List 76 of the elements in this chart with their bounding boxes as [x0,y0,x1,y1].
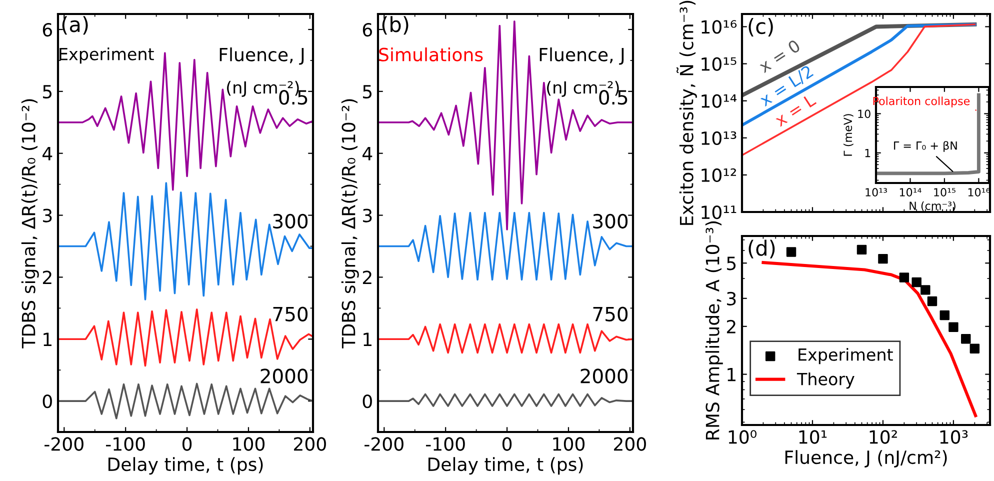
x-tick-label: 200 [294,437,326,451]
x-tick-label: -100 [106,437,145,451]
annotation: Γ = Γ₀ + βN [894,141,957,152]
y-tick-label: 10¹⁵ [702,57,736,71]
line-series [378,393,633,407]
y-tick-label: 6 [42,22,52,37]
x-tick-label: 200 [614,437,646,451]
y-tick-label: 2 [42,270,52,284]
x-tick-label: 100 [553,437,585,451]
y-tick-label: 1 [364,332,372,346]
x-tick-label: 10¹⁶ [968,188,990,196]
annotation: Fluence, J [220,47,304,65]
y-axis-title: TDBS signal, ΔR(t)/R₀ (10⁻²) [341,99,359,348]
y-tick-label: 3 [43,208,52,222]
y-axis-title: Exciton density, Ñ (cm⁻³) [676,0,697,225]
x-axis-title: Fluence, J (nJ/cm²) [785,450,947,468]
x-tick-label: 10¹³ [866,188,887,196]
x-tick-label: 0 [502,437,512,451]
x-tick-label: 100 [233,437,265,451]
y-tick-label: 6 [362,22,372,37]
annotation: Simulations [379,47,483,62]
line-series [378,323,633,354]
y-tick-label: 3 [727,292,736,306]
series-label: 750 [273,306,308,322]
y-tick-label: 10¹⁶ [702,20,737,34]
line-series [58,308,313,367]
y-tick-label: 0 [362,394,372,408]
y-tick-label: 1 [728,368,736,382]
legend-label: Experiment [798,348,893,364]
y-tick-label: 10¹¹ [702,205,736,220]
y-tick-label: 4 [362,147,372,160]
series-label: 300 [273,214,308,229]
series-label: 2000 [260,368,308,384]
line-series [58,182,313,300]
x-tick-label: -200 [44,437,84,451]
y-tick-label: 2 [362,270,372,284]
series-label: 300 [593,214,628,229]
annotation: Experiment [60,47,154,64]
legend-label: Theory [796,372,854,389]
y-tick-label: 10¹² [702,168,736,182]
x-axis-title: Delay time, t (ps) [108,457,263,475]
line-series [58,382,313,420]
x-tick-label: 0 [182,437,192,451]
annotation: (d) [748,240,775,258]
y-tick-label: 3 [363,208,372,222]
series-label: 2000 [580,368,628,384]
y-tick-label: 5 [43,85,52,99]
y-tick-label: 1 [865,148,870,158]
x-tick-label: 10² [870,430,897,444]
y-axis-title: RMS Amplitude, A (10⁻³) [705,221,723,440]
x-tick-label: -100 [426,437,465,451]
y-axis-title: Γ (meV) [843,114,854,156]
x-tick-label: 10¹⁵ [934,188,956,196]
y-tick-label: 5 [363,85,372,99]
x-axis-title: N (cm⁻³) [910,201,956,212]
y-tick-label: 1 [44,332,52,346]
y-tick-label: 10 [858,110,870,118]
x-axis-title: Delay time, t (ps) [428,457,583,475]
annotation: (b) [382,16,408,35]
y-tick-label: 10¹⁴ [702,94,737,108]
series-label: 750 [593,306,628,322]
annotation: Fluence, J [540,47,624,65]
y-tick-label: 10¹³ [702,131,736,145]
x-tick-label: 10³ [940,430,968,444]
y-tick-label: 4 [42,147,52,160]
x-tick-label: 10¹⁴ [900,188,922,196]
x-tick-label: 10⁰ [728,430,756,444]
x-tick-label: 10¹ [799,430,827,444]
y-axis-title: TDBS signal, ΔR(t)/R₀ (10⁻²) [21,99,39,348]
line-series [378,212,633,281]
annotation: (c) [748,18,773,37]
x-tick-label: -200 [364,437,404,451]
y-tick-label: 0 [42,394,52,408]
y-tick-label: 2 [726,320,736,334]
annotation: (a) [62,16,88,35]
y-tick-label: 5 [727,256,736,270]
